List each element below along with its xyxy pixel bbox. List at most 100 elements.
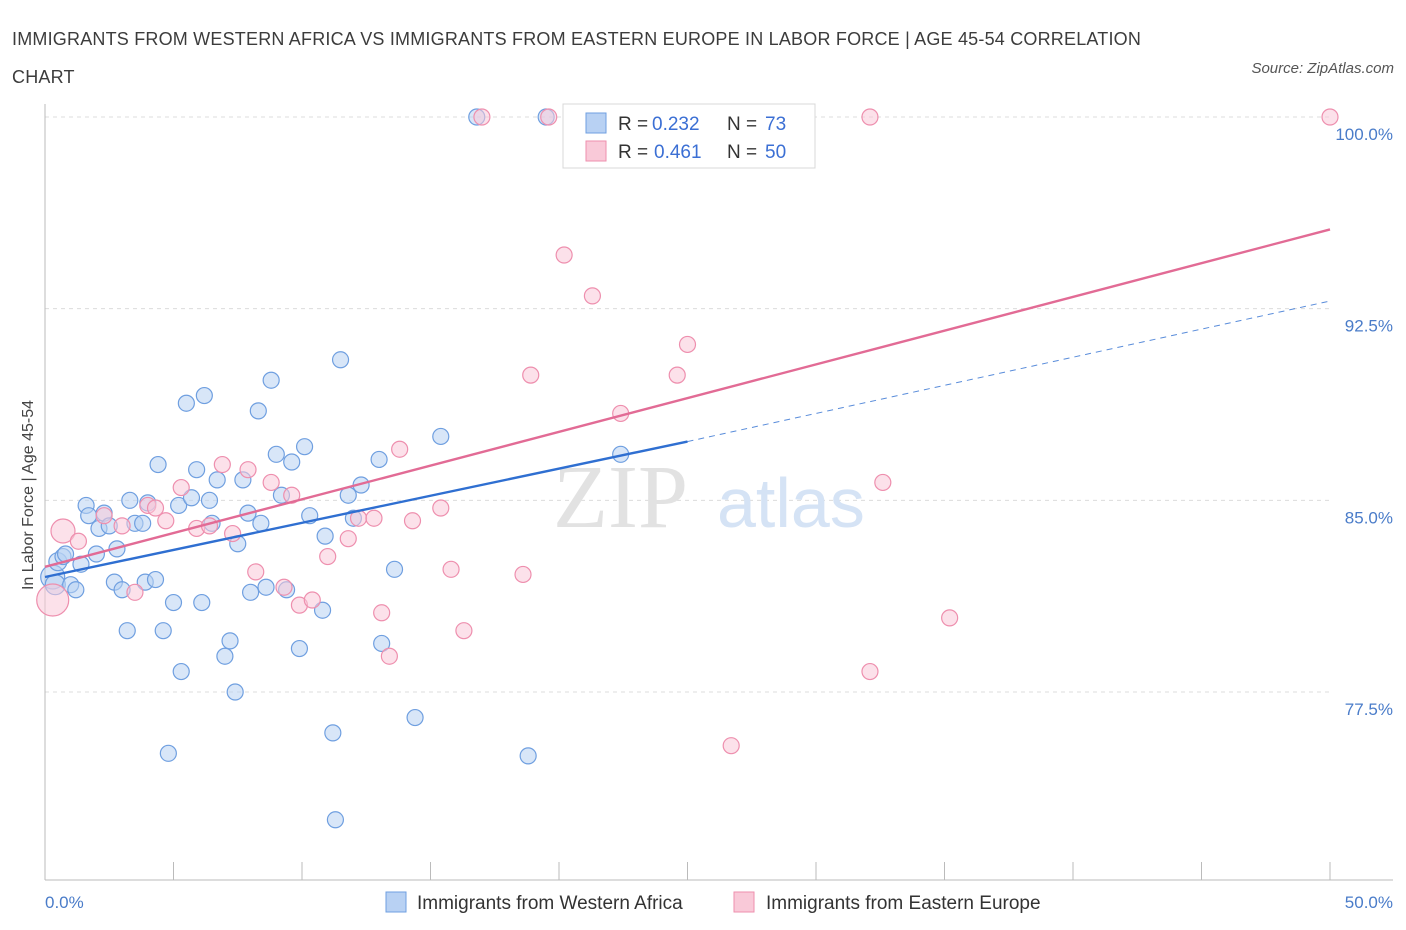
point-blue-52 bbox=[283, 453, 301, 471]
point-blue-24 bbox=[149, 455, 167, 474]
series-legend: Immigrants from Western Africa Immigrant… bbox=[385, 891, 1041, 914]
legend-r-label-1: R = bbox=[618, 114, 648, 135]
source-credit: Source: ZipAtlas.com bbox=[1251, 60, 1394, 77]
point-blue-6 bbox=[67, 581, 85, 599]
point-pink-20 bbox=[303, 591, 321, 609]
point-blue-65 bbox=[373, 634, 391, 653]
point-pink-42 bbox=[722, 737, 740, 755]
point-blue-29 bbox=[172, 662, 190, 681]
point-pink-40 bbox=[678, 335, 697, 354]
series-legend-swatch-blue bbox=[385, 891, 407, 913]
point-pink-2 bbox=[69, 532, 88, 550]
point-pink-28 bbox=[403, 512, 422, 530]
point-pink-34 bbox=[522, 366, 540, 384]
legend-r-value-1: 0.232 bbox=[652, 114, 700, 135]
point-blue-45 bbox=[249, 402, 267, 420]
point-pink-24 bbox=[365, 509, 383, 527]
point-blue-34 bbox=[195, 386, 213, 405]
y-tick-label-3: 77.5% bbox=[1345, 700, 1393, 719]
point-pink-36 bbox=[555, 246, 573, 264]
point-blue-33 bbox=[193, 593, 211, 612]
point-blue-60 bbox=[331, 351, 350, 369]
point-blue-20 bbox=[134, 514, 152, 532]
legend-n-value-1: 73 bbox=[765, 114, 786, 135]
point-blue-66 bbox=[385, 560, 404, 578]
point-pink-17 bbox=[275, 578, 293, 596]
series-legend-label-pink: Immigrants from Eastern Europe bbox=[766, 893, 1041, 914]
point-blue-40 bbox=[226, 683, 244, 701]
point-blue-23 bbox=[146, 570, 165, 589]
point-pink-26 bbox=[380, 647, 398, 665]
point-pink-27 bbox=[391, 440, 409, 458]
trend-lines bbox=[44, 228, 1331, 579]
point-pink-3 bbox=[95, 507, 113, 525]
x-tick-label-0: 0.0% bbox=[45, 893, 84, 912]
point-pink-0 bbox=[36, 583, 70, 617]
series-legend-swatch-pink bbox=[733, 891, 755, 913]
x-tick-labels: 0.0% 50.0% bbox=[45, 893, 1393, 912]
point-pink-32 bbox=[473, 108, 491, 126]
point-blue-17 bbox=[118, 622, 136, 640]
legend-n-value-2: 50 bbox=[765, 142, 786, 163]
point-blue-39 bbox=[221, 632, 239, 650]
y-tick-label-1: 92.5% bbox=[1345, 317, 1393, 336]
point-blue-44 bbox=[242, 583, 260, 601]
point-blue-47 bbox=[257, 578, 275, 596]
y-tick-labels: 100.0% 92.5% 85.0% 77.5% bbox=[1335, 125, 1393, 719]
point-pink-4 bbox=[113, 517, 131, 535]
point-blue-67 bbox=[406, 708, 424, 727]
data-points bbox=[36, 108, 1339, 829]
point-blue-68 bbox=[432, 427, 450, 446]
point-blue-49 bbox=[267, 445, 285, 463]
point-blue-59 bbox=[326, 811, 345, 829]
trend-line-blue bbox=[44, 440, 688, 579]
point-pink-33 bbox=[514, 565, 532, 584]
y-axis-title: In Labor Force | Age 45-54 bbox=[20, 400, 37, 590]
point-pink-15 bbox=[247, 563, 265, 581]
y-tick-label-2: 85.0% bbox=[1345, 508, 1393, 527]
point-pink-35 bbox=[540, 108, 558, 126]
axes bbox=[44, 104, 1393, 881]
watermark: ZIP atlas bbox=[553, 448, 865, 547]
point-blue-32 bbox=[188, 461, 206, 479]
point-pink-9 bbox=[172, 478, 190, 497]
legend-n-label-1: N = bbox=[727, 114, 757, 135]
point-blue-70 bbox=[519, 747, 537, 765]
point-pink-25 bbox=[373, 604, 391, 622]
legend-swatch-pink bbox=[585, 140, 607, 162]
point-pink-47 bbox=[941, 609, 959, 627]
gridlines bbox=[45, 116, 1330, 693]
point-pink-14 bbox=[239, 461, 257, 479]
point-blue-53 bbox=[290, 639, 309, 658]
legend-r-label-2: R = bbox=[618, 142, 648, 163]
trend-line-pink bbox=[44, 228, 1331, 568]
point-pink-31 bbox=[455, 622, 473, 640]
point-pink-8 bbox=[157, 512, 175, 530]
point-pink-21 bbox=[319, 547, 337, 566]
point-pink-30 bbox=[442, 560, 460, 578]
point-blue-25 bbox=[154, 622, 172, 640]
point-pink-37 bbox=[583, 287, 602, 305]
point-blue-35 bbox=[200, 491, 219, 509]
point-pink-16 bbox=[262, 473, 280, 492]
point-blue-18 bbox=[121, 491, 139, 509]
point-blue-30 bbox=[177, 394, 195, 412]
x-tick-label-1: 50.0% bbox=[1345, 893, 1393, 912]
point-pink-48 bbox=[1321, 108, 1339, 126]
legend-r-value-2: 0.461 bbox=[654, 142, 702, 163]
point-pink-46 bbox=[874, 473, 892, 492]
point-blue-37 bbox=[208, 471, 226, 489]
correlation-legend: R = 0.232 N = 73 R = 0.461 N = 50 bbox=[562, 103, 816, 169]
point-pink-12 bbox=[213, 455, 231, 474]
point-pink-39 bbox=[668, 366, 686, 384]
point-blue-64 bbox=[370, 450, 388, 469]
point-blue-56 bbox=[313, 601, 332, 619]
y-tick-label-0: 100.0% bbox=[1335, 125, 1393, 144]
point-blue-54 bbox=[295, 438, 314, 456]
point-pink-45 bbox=[861, 662, 879, 681]
series-legend-label-blue: Immigrants from Western Africa bbox=[417, 893, 683, 914]
trend-line-blue-extension bbox=[687, 300, 1331, 443]
point-pink-7 bbox=[146, 499, 165, 517]
watermark-atlas: atlas bbox=[717, 464, 865, 542]
point-pink-1 bbox=[50, 518, 76, 544]
